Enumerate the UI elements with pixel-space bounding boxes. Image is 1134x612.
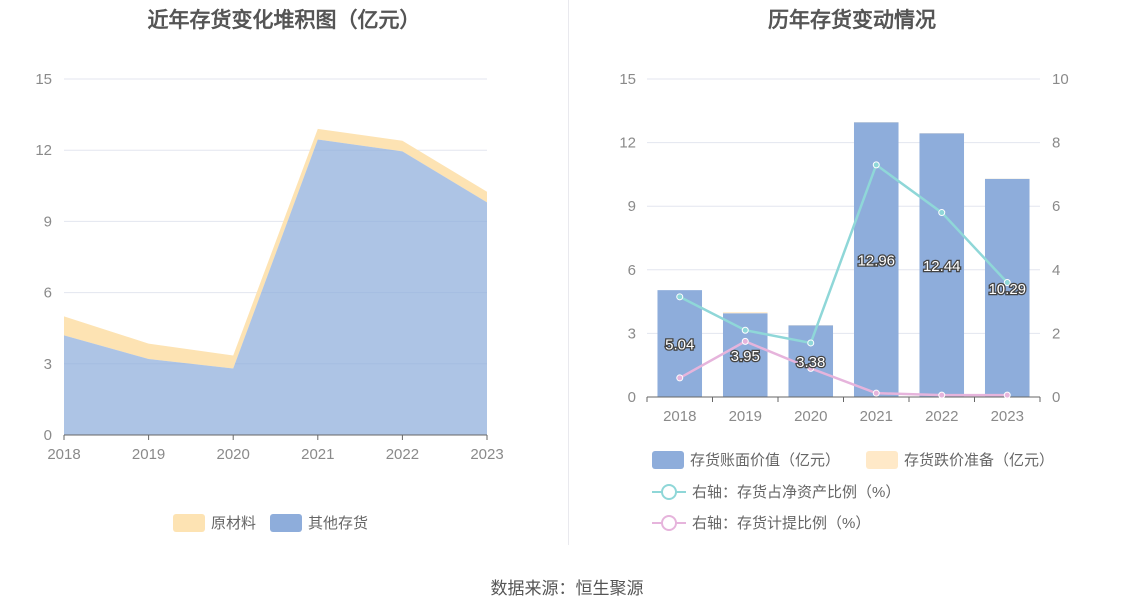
legend-item-provision: 右轴：存货计提比例（%）: [652, 512, 870, 533]
y-tick-label: 6: [628, 262, 636, 279]
right-chart-title: 历年存货变动情况: [768, 9, 936, 32]
x-tick-label: 2020: [794, 408, 827, 425]
stacked-area-chart: 0 3 6 9 12 15 2018 2019 2020 2021 2022 2023: [35, 71, 503, 463]
point-provision: [741, 337, 749, 345]
y2-tick-label: 0: [1052, 389, 1060, 406]
y-tick-label: 3: [44, 356, 52, 373]
left-chart-panel: 近年存货变化堆积图（亿元） 0 3 6 9 12 15 2018 2019 2020 2021 20…: [0, 0, 568, 545]
panel-divider: [568, 0, 569, 545]
legend-item-book-value: 存货账面价值（亿元）: [652, 449, 840, 470]
y-tick-label: 12: [35, 142, 52, 159]
area-other-inventory: [64, 139, 487, 435]
x-tick-label: 2022: [925, 408, 958, 425]
legend-item-impairment: 存货跌价准备（亿元）: [866, 449, 1054, 470]
point-provision: [807, 364, 815, 372]
y-tick-label: 3: [628, 325, 636, 342]
x-tick-label: 2020: [217, 446, 250, 463]
legend-item-ratio: 右轴：存货占净资产比例（%）: [652, 481, 900, 502]
bar-data-label: 12.96: [857, 253, 895, 270]
point-ratio: [1003, 279, 1011, 287]
point-ratio: [676, 293, 684, 301]
y2-tick-label: 8: [1052, 135, 1060, 152]
y-tick-label: 9: [44, 213, 52, 230]
provision-line-swatch: [652, 514, 686, 532]
line-provision: [679, 339, 1008, 397]
left-chart-title: 近年存货变化堆积图（亿元）: [147, 9, 421, 32]
right-chart-panel: 历年存货变动情况 0 3 6 9 12 15 0 2 4 6 8 10 2018 2019 2020 2021…: [570, 0, 1134, 545]
bar-data-label: 5.04: [665, 337, 694, 354]
legend-book-value: 存货账面价值（亿元）: [690, 452, 841, 469]
impairment-swatch: [866, 450, 898, 469]
x-tick-label: 2021: [301, 446, 334, 463]
y2-tick-label: 6: [1052, 198, 1060, 215]
bar-data-label: 10.29: [988, 281, 1026, 298]
x-tick-label: 2021: [860, 408, 893, 425]
bar-line-combo-chart: 0 3 6 9 12 15 0 2 4 6 8 10 2018 2019 2020 2021 2022 2023 5…: [619, 71, 1069, 425]
legend-other-inventory: 其他存货: [308, 515, 369, 532]
x-tick-label: 2018: [663, 408, 696, 425]
other-inventory-swatch: [270, 513, 303, 532]
ratio-line-swatch: [652, 483, 686, 501]
x-tick-label: 2019: [729, 408, 762, 425]
area-raw-material: [64, 128, 487, 369]
y-tick-label: 15: [619, 71, 636, 88]
bar-book-value: [984, 178, 1030, 397]
bar-book-value: [919, 133, 965, 397]
bar-data-label: 3.95: [731, 348, 760, 365]
x-tick-label: 2023: [470, 446, 503, 463]
bar-data-label: 3.38: [796, 354, 825, 371]
data-source: 数据来源：恒生聚源: [490, 579, 644, 598]
x-tick-label: 2018: [47, 446, 80, 463]
point-provision: [1003, 391, 1011, 399]
point-provision: [676, 374, 684, 382]
legend-provision: 右轴：存货计提比例（%）: [692, 515, 871, 532]
y-tick-label: 9: [628, 198, 636, 215]
point-ratio: [872, 161, 880, 169]
legend-raw-material: 原材料: [211, 515, 257, 532]
bar-impairment: [722, 312, 768, 314]
line-ratio: [679, 162, 1009, 345]
point-ratio: [807, 339, 815, 347]
y2-tick-label: 4: [1052, 262, 1060, 279]
left-legend: 原材料 其他存货: [173, 512, 368, 533]
y2-tick-label: 2: [1052, 325, 1060, 342]
point-provision: [938, 391, 946, 399]
y-tick-label: 0: [628, 389, 636, 406]
y-tick-label: 0: [44, 427, 52, 444]
y-tick-label: 15: [35, 71, 52, 88]
book-value-swatch: [652, 450, 684, 469]
raw-material-swatch: [173, 513, 205, 532]
y2-tick-label: 10: [1052, 71, 1069, 88]
legend-impairment: 存货跌价准备（亿元）: [904, 452, 1055, 469]
y-tick-label: 12: [619, 135, 636, 152]
point-provision: [872, 389, 880, 397]
x-tick-label: 2019: [132, 446, 165, 463]
point-ratio: [938, 209, 946, 217]
x-tick-label: 2023: [991, 408, 1024, 425]
legend-ratio: 右轴：存货占净资产比例（%）: [692, 484, 901, 501]
y-tick-label: 6: [44, 285, 52, 302]
bar-data-label: 12.44: [923, 258, 961, 275]
point-ratio: [741, 326, 749, 334]
x-tick-label: 2022: [386, 446, 419, 463]
